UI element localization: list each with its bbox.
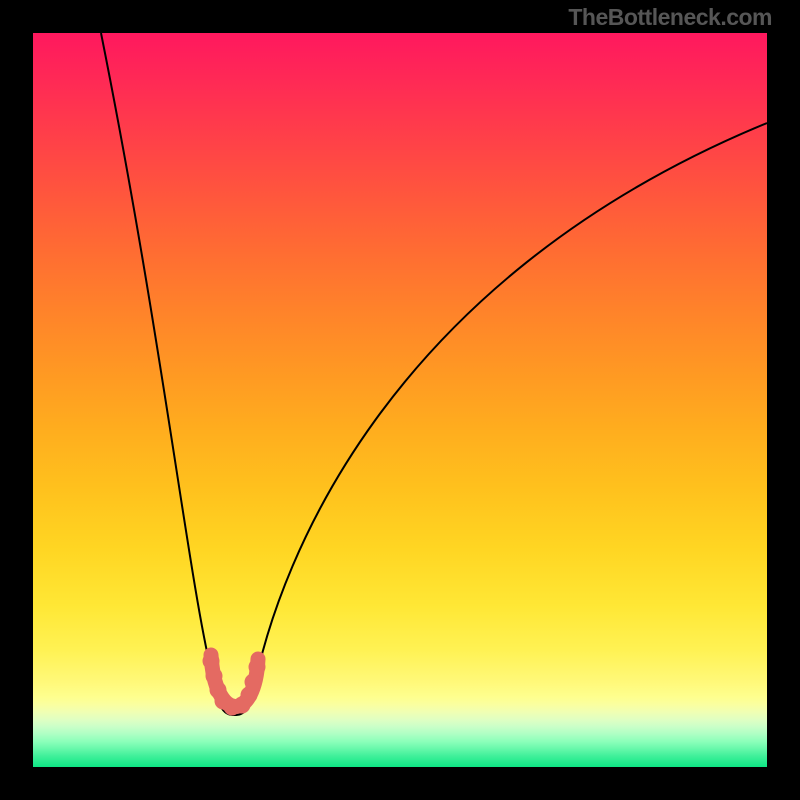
dip-marker-dot [203,653,220,670]
dip-marker-dot [245,674,262,691]
chart-frame [33,33,767,767]
watermark-text: TheBottleneck.com [568,4,772,31]
gradient-background [33,33,767,767]
bottleneck-chart [33,33,767,767]
dip-marker-dot [249,659,266,676]
